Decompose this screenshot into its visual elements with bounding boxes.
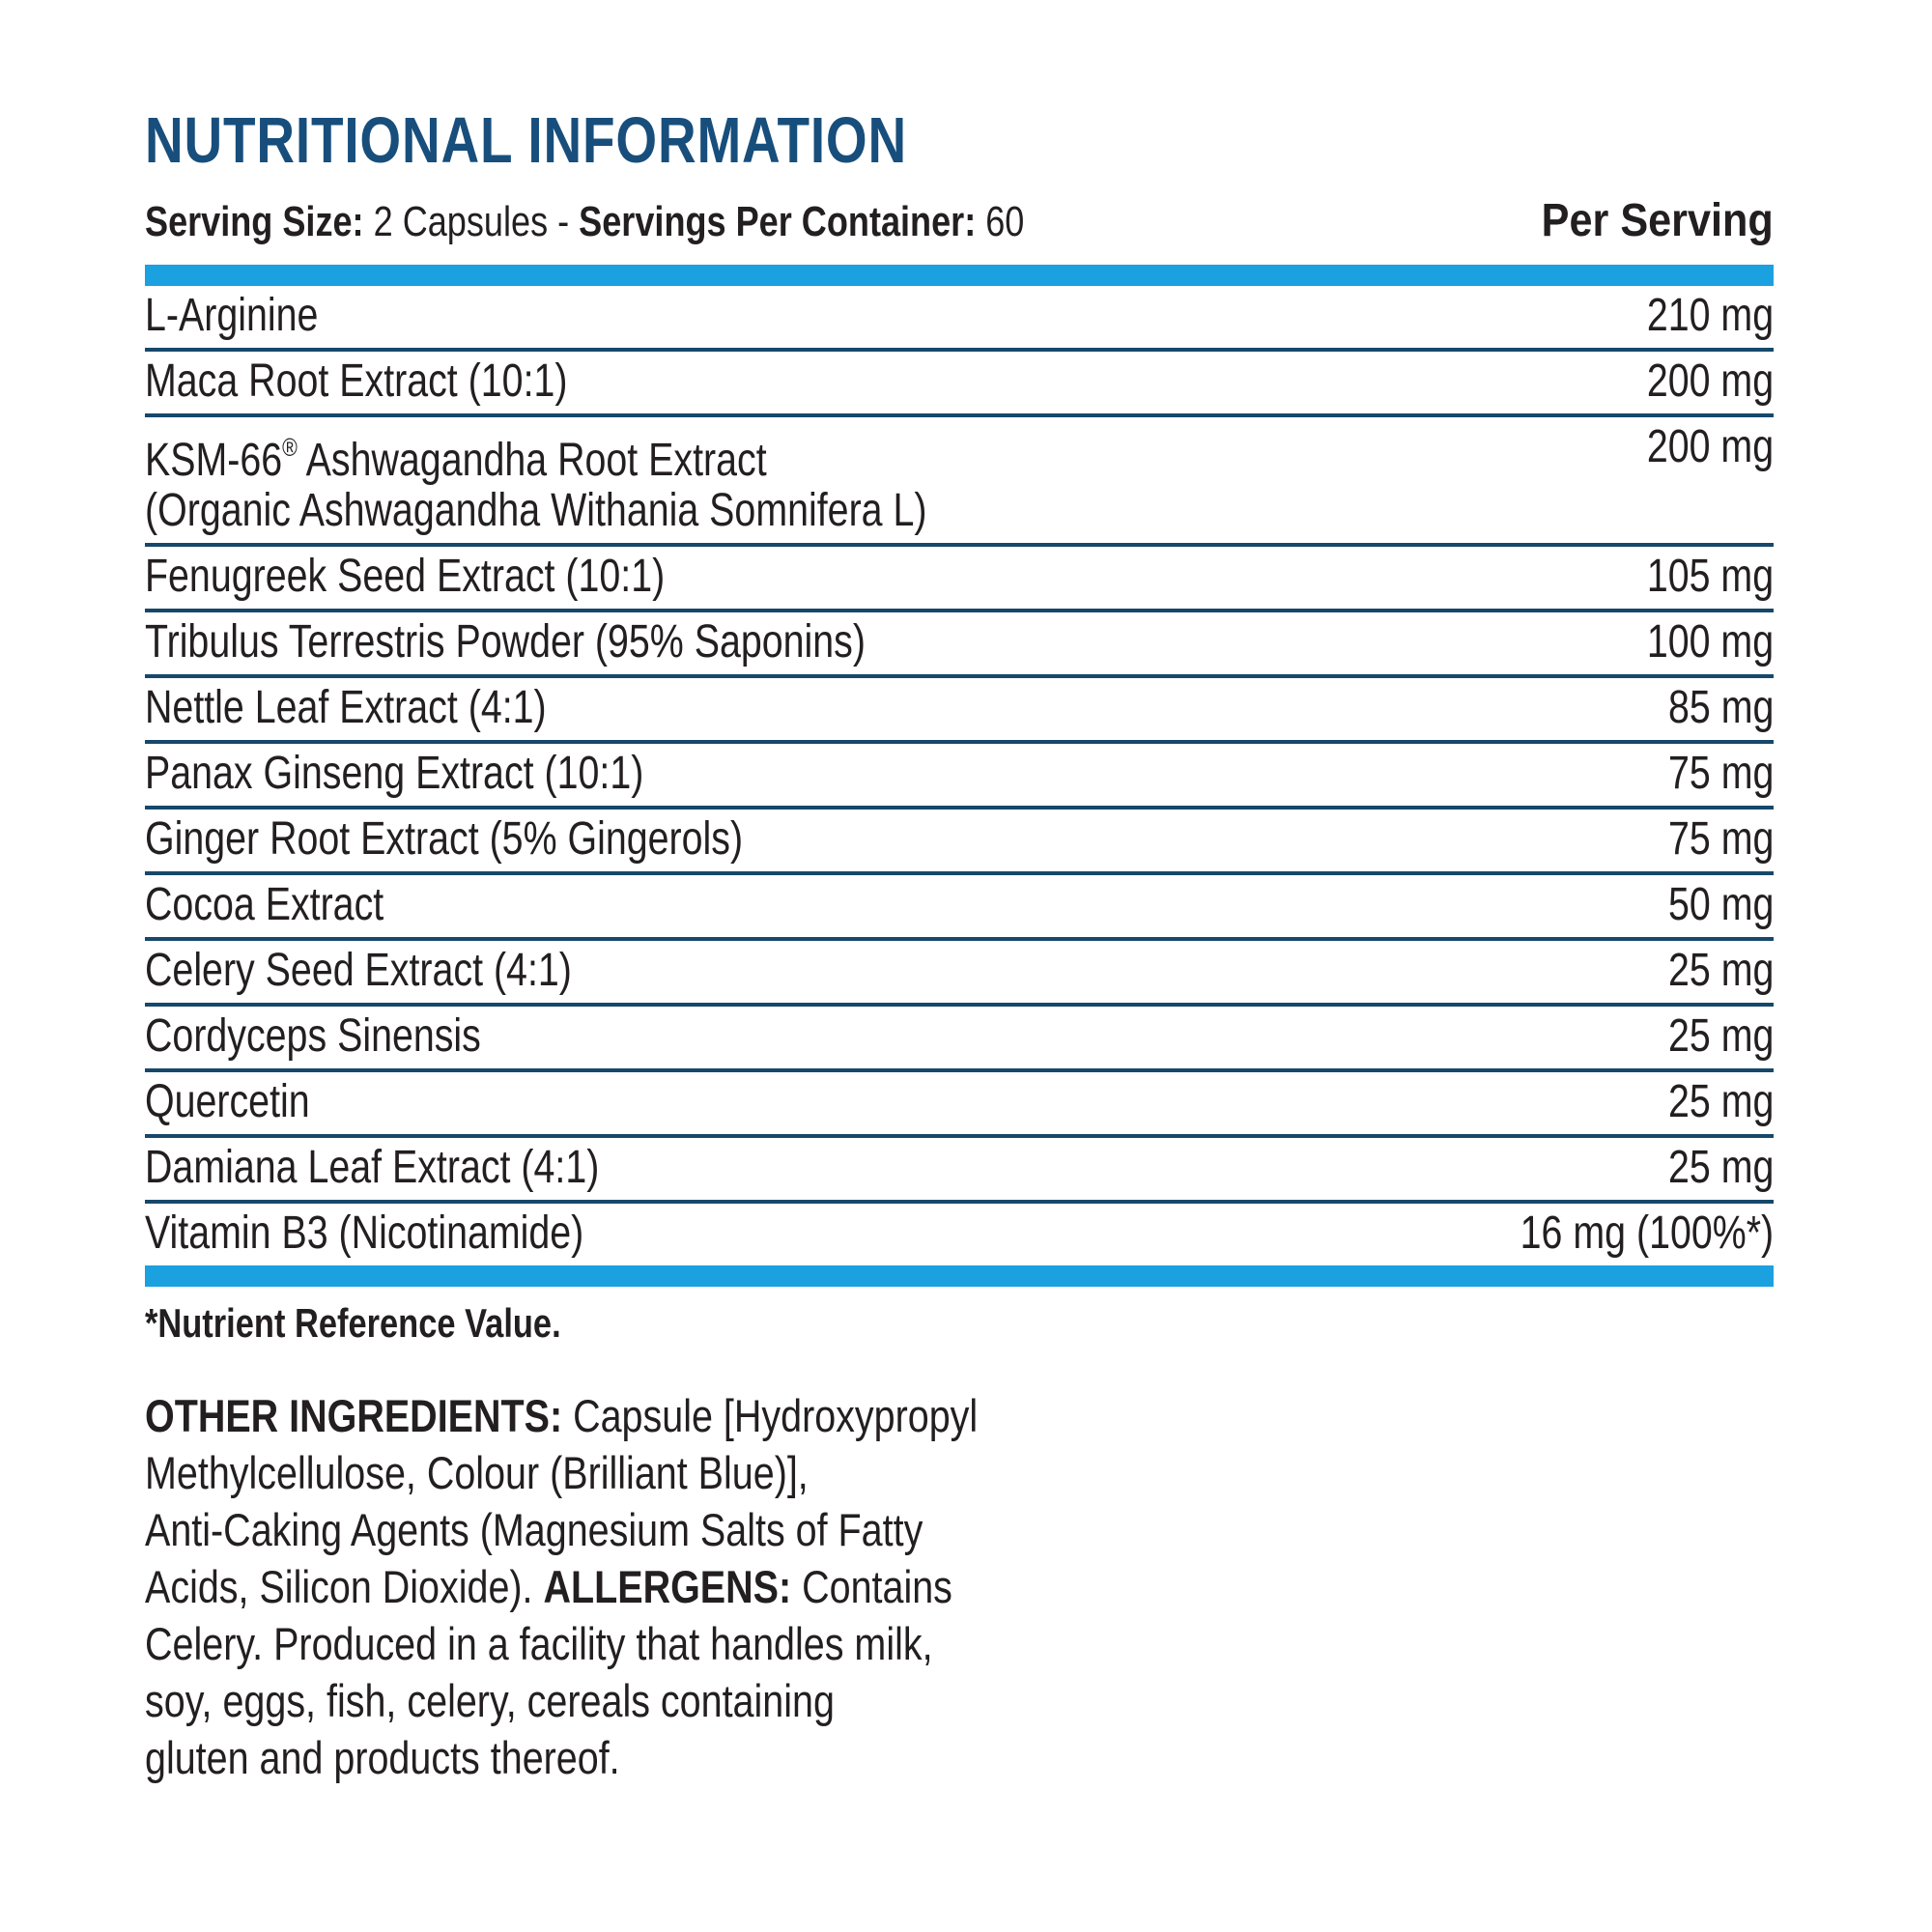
registered-trademark-icon: ®: [282, 432, 298, 462]
table-row: Cocoa Extract 50 mg: [145, 875, 1774, 941]
table-row: KSM-66® Ashwagandha Root Extract (Organic…: [145, 417, 1774, 547]
nutrition-facts-panel: NUTRITIONAL INFORMATION Serving Size: 2 …: [145, 108, 1774, 1786]
table-row: Celery Seed Extract (4:1) 25 mg: [145, 941, 1774, 1007]
nutrient-value: 25 mg: [1667, 1075, 1774, 1127]
nutrient-name: Cordyceps Sinensis: [145, 1009, 481, 1062]
paragraph-text: Celery. Produced in a facility that hand…: [145, 1618, 933, 1670]
nutrient-name: L-Arginine: [145, 289, 319, 341]
serving-size-label: Serving Size:: [145, 198, 364, 245]
table-row: Damiana Leaf Extract (4:1) 25 mg: [145, 1138, 1774, 1204]
other-ingredients-label: OTHER INGREDIENTS:: [145, 1390, 563, 1442]
servings-per-container-label: Servings Per Container:: [579, 198, 977, 245]
nutrient-subname: (Organic Ashwagandha Withania Somnifera …: [145, 484, 927, 536]
paragraph-text: Methylcellulose, Colour (Brilliant Blue)…: [145, 1447, 809, 1499]
nutrient-name: KSM-66® Ashwagandha Root Extract (Organic…: [145, 422, 926, 536]
table-row: Quercetin 25 mg: [145, 1072, 1774, 1138]
nrv-footnote: *Nutrient Reference Value.: [145, 1300, 1774, 1347]
nutrient-name: Nettle Leaf Extract (4:1): [145, 681, 547, 733]
nutrient-name: Quercetin: [145, 1075, 310, 1127]
nutrient-name: Vitamin B3 (Nicotinamide): [145, 1207, 584, 1259]
nutrient-name-prefix: KSM-66: [145, 434, 283, 486]
nutrient-name: Damiana Leaf Extract (4:1): [145, 1141, 600, 1193]
table-row: Cordyceps Sinensis 25 mg: [145, 1007, 1774, 1072]
paragraph-text: Anti-Caking Agents (Magnesium Salts of F…: [145, 1504, 923, 1556]
nutrient-name: Cocoa Extract: [145, 878, 384, 930]
table-bottom-bar: [145, 1264, 1774, 1287]
paragraph-line: Methylcellulose, Colour (Brilliant Blue)…: [145, 1444, 1774, 1501]
paragraph-text: Acids, Silicon Dioxide).: [145, 1561, 544, 1613]
nutrient-value: 105 mg: [1646, 550, 1774, 602]
header-divider-bar: [145, 264, 1774, 286]
nutrient-name: Ginger Root Extract (5% Gingerols): [145, 812, 744, 865]
other-ingredients-paragraph: OTHER INGREDIENTS: Capsule [Hydroxypropy…: [145, 1387, 1774, 1786]
nutrient-value: 100 mg: [1646, 615, 1774, 668]
nutrient-value: 75 mg: [1667, 812, 1774, 865]
nrv-footnote-text: *Nutrient Reference Value.: [145, 1299, 561, 1346]
nutrient-name: Panax Ginseng Extract (10:1): [145, 747, 644, 799]
table-row: Vitamin B3 (Nicotinamide) 16 mg (100%*): [145, 1204, 1774, 1265]
paragraph-line: soy, eggs, fish, celery, cereals contain…: [145, 1672, 1774, 1729]
nutrient-value: 75 mg: [1667, 747, 1774, 799]
nutrient-value: 200 mg: [1646, 355, 1774, 407]
nutrient-value: 16 mg (100%*): [1520, 1207, 1774, 1259]
nutrient-name: Celery Seed Extract (4:1): [145, 944, 572, 996]
nutrient-value: 50 mg: [1667, 878, 1774, 930]
nutrient-name: Maca Root Extract (10:1): [145, 355, 568, 407]
paragraph-text: gluten and products thereof.: [145, 1732, 620, 1784]
nutrient-name: Tribulus Terrestris Powder (95% Saponins…: [145, 615, 866, 668]
nutrient-name-suffix: Ashwagandha Root Extract: [297, 434, 767, 486]
nutrient-value: 25 mg: [1667, 1141, 1774, 1193]
nutrient-value: 210 mg: [1646, 289, 1774, 341]
table-row: Ginger Root Extract (5% Gingerols) 75 mg: [145, 810, 1774, 875]
table-row: L-Arginine 210 mg: [145, 286, 1774, 352]
servings-per-container-value: 60: [976, 198, 1025, 245]
nutrient-name: Fenugreek Seed Extract (10:1): [145, 550, 666, 602]
allergens-label: ALLERGENS:: [543, 1561, 792, 1613]
serving-info: Serving Size: 2 Capsules - Servings Per …: [145, 198, 1025, 245]
nutrient-value: 25 mg: [1667, 944, 1774, 996]
paragraph-line: Anti-Caking Agents (Magnesium Salts of F…: [145, 1501, 1774, 1558]
serving-dash: -: [557, 198, 580, 245]
nutrient-value: 85 mg: [1667, 681, 1774, 733]
nutrient-value: 200 mg: [1646, 420, 1774, 472]
page-title: NUTRITIONAL INFORMATION: [145, 104, 907, 177]
table-row: Tribulus Terrestris Powder (95% Saponins…: [145, 612, 1774, 678]
table-row: Panax Ginseng Extract (10:1) 75 mg: [145, 744, 1774, 810]
paragraph-text: Capsule [Hydroxypropyl: [562, 1390, 979, 1442]
serving-size-value: 2 Capsules: [363, 198, 558, 245]
table-row: Fenugreek Seed Extract (10:1) 105 mg: [145, 547, 1774, 612]
table-row: Nettle Leaf Extract (4:1) 85 mg: [145, 678, 1774, 744]
nutrient-table: L-Arginine 210 mg Maca Root Extract (10:…: [145, 286, 1774, 1265]
per-serving-column-header: Per Serving: [1541, 195, 1774, 246]
nutrient-value: 25 mg: [1667, 1009, 1774, 1062]
paragraph-line: Celery. Produced in a facility that hand…: [145, 1615, 1774, 1672]
paragraph-line: OTHER INGREDIENTS: Capsule [Hydroxypropy…: [145, 1387, 1774, 1444]
paragraph-text: Contains: [791, 1561, 952, 1613]
paragraph-line: gluten and products thereof.: [145, 1729, 1774, 1786]
serving-info-row: Serving Size: 2 Capsules - Servings Per …: [145, 195, 1774, 247]
table-row: Maca Root Extract (10:1) 200 mg: [145, 352, 1774, 417]
paragraph-line: Acids, Silicon Dioxide). ALLERGENS: Cont…: [145, 1558, 1774, 1615]
paragraph-text: soy, eggs, fish, celery, cereals contain…: [145, 1675, 835, 1727]
